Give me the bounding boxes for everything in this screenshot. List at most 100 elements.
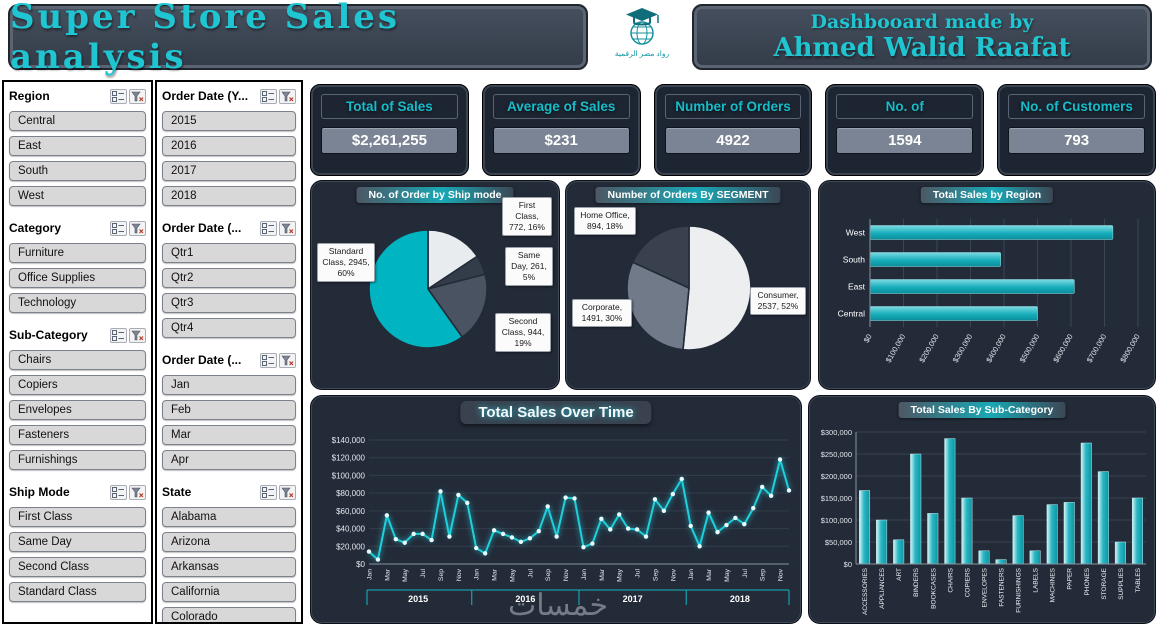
bar-supplies[interactable] — [1114, 541, 1126, 565]
data-point-marker[interactable] — [545, 504, 550, 509]
data-point-marker[interactable] — [670, 491, 676, 497]
bar-phones[interactable] — [1080, 442, 1092, 565]
multiselect-button[interactable] — [110, 220, 127, 236]
bar-envelopes[interactable] — [978, 550, 990, 565]
multiselect-button[interactable] — [110, 327, 127, 343]
slicer-item-california[interactable]: California — [162, 582, 296, 602]
data-point-marker[interactable] — [411, 531, 416, 537]
clear-filter-button[interactable] — [279, 352, 296, 368]
slicer-item-2015[interactable]: 2015 — [162, 111, 296, 131]
slicer-item-furnishings[interactable]: Furnishings — [9, 450, 146, 470]
slicer-item-2017[interactable]: 2017 — [162, 161, 296, 181]
slicer-item-east[interactable]: East — [9, 136, 146, 156]
data-point-marker[interactable] — [634, 527, 640, 532]
data-point-marker[interactable] — [751, 506, 756, 511]
bar-binders[interactable] — [910, 453, 922, 565]
slicer-item-arizona[interactable]: Arizona — [162, 532, 296, 552]
data-point-marker[interactable] — [563, 495, 568, 500]
data-point-marker[interactable] — [366, 549, 372, 554]
slicer-item-colorado[interactable]: Colorado — [162, 607, 296, 622]
slicer-item-qtr1[interactable]: Qtr1 — [162, 243, 296, 263]
multiselect-button[interactable] — [260, 220, 277, 236]
data-point-marker[interactable] — [715, 529, 720, 535]
slicer-item-2018[interactable]: 2018 — [162, 186, 296, 206]
slicer-item-2016[interactable]: 2016 — [162, 136, 296, 156]
data-point-marker[interactable] — [438, 489, 443, 494]
bar-machines[interactable] — [1046, 504, 1058, 565]
slicer-item-feb[interactable]: Feb — [162, 400, 296, 420]
bar-east[interactable] — [869, 279, 1075, 294]
data-point-marker[interactable] — [679, 476, 684, 482]
data-point-marker[interactable] — [608, 527, 613, 532]
pie-slice-corporate[interactable] — [626, 261, 690, 351]
slicer-item-office-supplies[interactable]: Office Supplies — [9, 268, 146, 288]
data-point-marker[interactable] — [402, 540, 407, 545]
data-point-marker[interactable] — [768, 493, 774, 498]
sales-line-series[interactable] — [368, 458, 790, 561]
data-point-marker[interactable] — [447, 534, 452, 539]
data-point-marker[interactable] — [518, 539, 524, 545]
multiselect-button[interactable] — [110, 88, 127, 104]
pie-slice-standard-class[interactable] — [368, 229, 464, 349]
slicer-item-envelopes[interactable]: Envelopes — [9, 400, 146, 420]
data-point-marker[interactable] — [554, 534, 559, 539]
bar-copiers[interactable] — [961, 497, 973, 565]
slicer-item-qtr3[interactable]: Qtr3 — [162, 293, 296, 313]
data-point-marker[interactable] — [581, 544, 586, 550]
multiselect-button[interactable] — [110, 484, 127, 500]
data-point-marker[interactable] — [733, 515, 738, 521]
bar-fasteners[interactable] — [995, 559, 1007, 565]
pie-slice-first-class[interactable] — [427, 229, 479, 291]
slicer-item-apr[interactable]: Apr — [162, 450, 296, 470]
slicer-item-same-day[interactable]: Same Day — [9, 532, 146, 552]
bar-paper[interactable] — [1063, 502, 1075, 565]
data-point-marker[interactable] — [661, 508, 667, 514]
slicer-item-south[interactable]: South — [9, 161, 146, 181]
data-point-marker[interactable] — [474, 545, 479, 551]
bar-storage[interactable] — [1097, 471, 1109, 565]
multiselect-button[interactable] — [260, 88, 277, 104]
data-point-marker[interactable] — [617, 512, 622, 517]
clear-filter-button[interactable] — [129, 327, 146, 343]
data-point-marker[interactable] — [375, 557, 381, 562]
data-point-marker[interactable] — [491, 528, 497, 533]
clear-filter-button[interactable] — [279, 484, 296, 500]
slicer-item-central[interactable]: Central — [9, 111, 146, 131]
multiselect-button[interactable] — [260, 352, 277, 368]
bar-accessories[interactable] — [859, 490, 871, 565]
data-point-marker[interactable] — [742, 521, 747, 527]
slicer-item-qtr2[interactable]: Qtr2 — [162, 268, 296, 288]
slicer-item-furniture[interactable]: Furniture — [9, 243, 146, 263]
bar-chairs[interactable] — [944, 438, 956, 565]
data-point-marker[interactable] — [527, 536, 533, 541]
data-point-marker[interactable] — [429, 537, 434, 543]
slicer-item-first-class[interactable]: First Class — [9, 507, 146, 527]
pie-slice-consumer[interactable] — [682, 225, 752, 351]
data-point-marker[interactable] — [482, 551, 488, 556]
pie-slice-second-class[interactable] — [426, 273, 488, 339]
data-point-marker[interactable] — [590, 541, 595, 546]
data-point-marker[interactable] — [465, 500, 470, 506]
data-point-marker[interactable] — [759, 484, 765, 490]
data-point-marker[interactable] — [697, 544, 702, 549]
slicer-item-mar[interactable]: Mar — [162, 425, 296, 445]
data-point-marker[interactable] — [786, 488, 792, 493]
data-point-marker[interactable] — [456, 492, 461, 498]
data-point-marker[interactable] — [599, 516, 604, 522]
data-point-marker[interactable] — [572, 496, 577, 501]
data-point-marker[interactable] — [643, 534, 649, 539]
data-point-marker[interactable] — [384, 513, 390, 518]
bar-central[interactable] — [869, 306, 1038, 321]
bar-labels[interactable] — [1029, 550, 1041, 565]
bar-furnishings[interactable] — [1012, 515, 1024, 565]
data-point-marker[interactable] — [777, 457, 783, 462]
data-point-marker[interactable] — [724, 522, 729, 528]
slicer-item-copiers[interactable]: Copiers — [9, 375, 146, 395]
data-point-marker[interactable] — [420, 531, 425, 537]
clear-filter-button[interactable] — [129, 484, 146, 500]
multiselect-button[interactable] — [260, 484, 277, 500]
bar-bookcases[interactable] — [927, 513, 939, 565]
slicer-item-chairs[interactable]: Chairs — [9, 350, 146, 370]
slicer-item-qtr4[interactable]: Qtr4 — [162, 318, 296, 338]
pie-slice-home-office[interactable] — [631, 225, 690, 290]
